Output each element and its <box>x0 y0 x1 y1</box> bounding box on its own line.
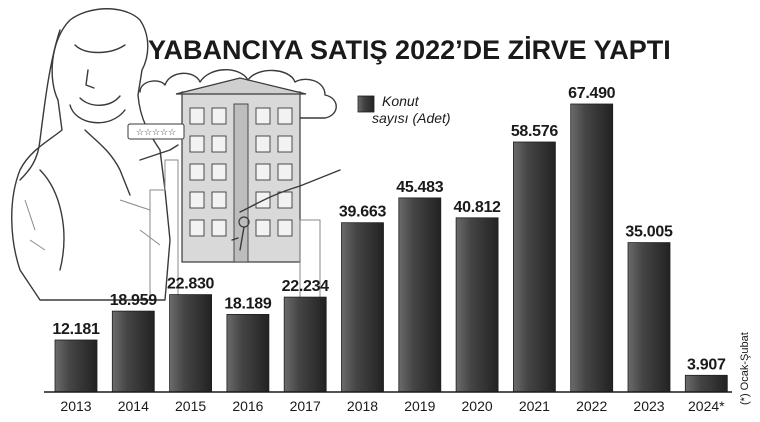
value-label-2014: 18.959 <box>110 292 158 309</box>
x-tick-2022: 2022 <box>576 398 607 414</box>
bar-2021 <box>513 141 556 393</box>
value-label-2016: 18.189 <box>224 295 272 312</box>
x-tick-labels: 2013 2014 2015 2016 2017 2018 2019 2020 2021 2022… <box>60 398 725 414</box>
x-tick-2013: 2013 <box>60 398 91 414</box>
value-label-2023: 35.005 <box>625 224 673 241</box>
legend-swatch <box>357 95 375 113</box>
bar-2020 <box>455 217 499 393</box>
x-tick-2023: 2023 <box>633 398 664 414</box>
legend-label-line2: sayısı (Adet) <box>372 110 451 126</box>
bar-2017 <box>283 296 327 393</box>
bar-2018 <box>341 222 384 393</box>
value-labels: 12.181 18.959 22.830 18.189 22.234 39.663 45.4… <box>52 85 726 373</box>
illustration-building <box>175 77 341 263</box>
bar-series <box>54 103 728 393</box>
chart-title: YABANCIYA SATIŞ 2022’DE ZİRVE YAPTI <box>148 35 671 65</box>
bar-2022 <box>570 103 614 393</box>
illustration-cloud <box>139 69 337 119</box>
bar-2016 <box>226 313 270 393</box>
value-label-2019: 45.483 <box>396 179 444 196</box>
x-tick-2014: 2014 <box>118 398 149 414</box>
legend: Konut sayısı (Adet) <box>357 93 451 126</box>
value-label-2022: 67.490 <box>568 85 616 102</box>
x-tick-2016: 2016 <box>232 398 263 414</box>
x-tick-2018: 2018 <box>347 398 378 414</box>
bar-2023 <box>627 242 671 393</box>
legend-label-line1: Konut <box>382 93 420 109</box>
illustration-man <box>11 8 179 301</box>
bar-2014 <box>111 310 155 393</box>
value-label-2015: 22.830 <box>167 276 215 293</box>
x-tick-2021: 2021 <box>519 398 550 414</box>
illustration-skyline <box>149 159 321 300</box>
value-label-2017: 22.234 <box>282 278 330 295</box>
rating-sign-icon: ☆☆☆☆☆ <box>127 123 185 140</box>
x-tick-2024*: 2024* <box>688 398 725 414</box>
value-label-2013: 12.181 <box>52 321 100 338</box>
value-label-2024*: 3.907 <box>687 356 726 373</box>
bar-2013 <box>54 339 98 393</box>
x-tick-2015: 2015 <box>175 398 206 414</box>
x-tick-2019: 2019 <box>404 398 435 414</box>
value-label-2018: 39.663 <box>339 204 387 221</box>
value-label-2020: 40.812 <box>454 199 502 216</box>
bar-2019 <box>398 197 442 393</box>
x-tick-2020: 2020 <box>462 398 493 414</box>
bar-2015 <box>169 294 213 393</box>
footnote: (*) Ocak-Şubat <box>739 332 751 405</box>
svg-text:☆☆☆☆☆: ☆☆☆☆☆ <box>136 128 176 138</box>
value-label-2021: 58.576 <box>511 123 559 140</box>
x-tick-2017: 2017 <box>290 398 321 414</box>
bar-2024* <box>684 374 728 393</box>
